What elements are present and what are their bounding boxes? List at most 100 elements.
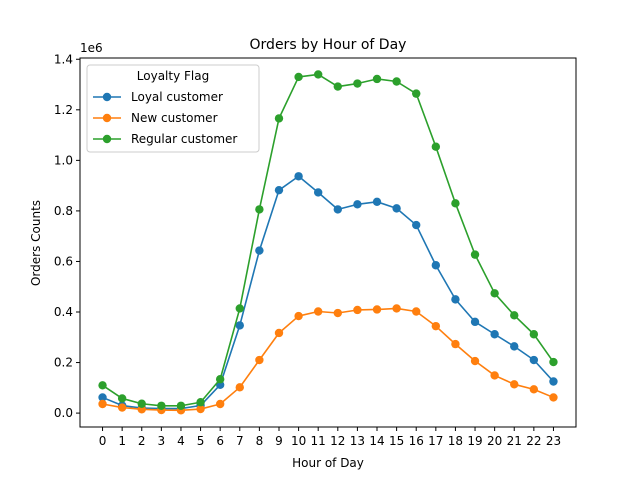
data-point xyxy=(274,114,284,123)
series-layer xyxy=(98,70,558,415)
series-line xyxy=(102,175,555,410)
data-point xyxy=(510,311,519,320)
data-point xyxy=(176,401,186,410)
data-point xyxy=(490,371,499,380)
data-point xyxy=(451,295,460,304)
y-tick-label: 1.0 xyxy=(54,153,73,167)
legend-marker xyxy=(102,113,112,123)
data-point xyxy=(215,375,225,384)
data-point xyxy=(196,404,205,414)
data-point xyxy=(549,393,558,402)
data-point xyxy=(412,89,421,98)
data-point xyxy=(372,197,382,207)
y-axis-label: Orders Counts xyxy=(29,200,43,286)
data-point xyxy=(137,399,146,408)
data-point xyxy=(235,321,244,330)
data-point xyxy=(196,398,205,407)
data-point xyxy=(235,383,244,392)
data-point xyxy=(470,317,480,327)
series-line xyxy=(102,307,554,412)
data-point xyxy=(353,79,362,88)
data-point xyxy=(255,205,264,214)
data-point xyxy=(470,250,480,259)
x-tick-label: 0 xyxy=(99,434,107,448)
plot-area-frame xyxy=(79,57,577,428)
x-tick-label: 3 xyxy=(158,434,166,448)
legend-entry: Regular customer xyxy=(93,132,237,146)
legend-title: Loyalty Flag xyxy=(137,69,209,83)
x-tick-label: 10 xyxy=(291,434,306,448)
data-point xyxy=(98,381,107,390)
x-tick-label: 21 xyxy=(507,434,522,448)
data-point xyxy=(431,142,441,151)
y-tick-label: 0.2 xyxy=(54,356,73,370)
y-tick-label: 0.8 xyxy=(54,204,73,218)
chart-title: Orders by Hour of Day xyxy=(250,37,407,53)
legend: Loyalty Flag Loyal customer New customer R… xyxy=(86,64,260,153)
data-point xyxy=(274,185,284,195)
x-tick-label: 4 xyxy=(177,434,185,448)
legend-label: New customer xyxy=(131,111,218,125)
x-tick-label: 17 xyxy=(428,434,443,448)
x-tick-label: 6 xyxy=(216,434,224,448)
data-point xyxy=(274,328,284,338)
data-point xyxy=(529,330,539,339)
data-point xyxy=(372,74,382,84)
x-tick-label: 20 xyxy=(487,434,502,448)
data-point xyxy=(431,321,441,331)
data-point xyxy=(157,401,166,410)
legend-marker xyxy=(102,134,112,144)
x-tick-label: 11 xyxy=(311,434,326,448)
y-axis-multiplier: 1e6 xyxy=(80,41,103,55)
data-point xyxy=(294,72,303,82)
data-point xyxy=(117,394,127,403)
data-point xyxy=(510,380,519,389)
legend-entries: Loyal customer New customer Regular custom… xyxy=(93,90,237,146)
y-axis-ticks: 0.0 0.2 0.4 0.6 0.8 1.0 1.2 1.4 xyxy=(54,52,80,420)
data-point xyxy=(117,403,127,412)
x-tick-label: 16 xyxy=(409,434,424,448)
x-tick-label: 13 xyxy=(350,434,365,448)
x-tick-label: 19 xyxy=(467,434,482,448)
data-point xyxy=(431,261,441,270)
y-tick-label: 1.4 xyxy=(54,52,73,66)
data-point xyxy=(392,77,401,86)
y-tick-label: 0.0 xyxy=(54,406,73,420)
y-tick-label: 0.4 xyxy=(54,305,73,319)
data-point xyxy=(412,220,421,230)
data-point xyxy=(451,199,460,208)
data-point xyxy=(392,204,401,213)
x-tick-label: 23 xyxy=(546,434,561,448)
x-axis-label: Hour of Day xyxy=(292,456,364,470)
data-point xyxy=(313,307,323,316)
data-point xyxy=(333,82,343,91)
data-point xyxy=(333,308,343,318)
data-point xyxy=(294,311,303,321)
data-point xyxy=(470,356,480,366)
series-1 xyxy=(98,304,558,415)
series-0 xyxy=(98,172,558,413)
data-point xyxy=(451,339,460,349)
data-point xyxy=(333,205,343,214)
x-tick-label: 2 xyxy=(138,434,146,448)
x-axis-ticks: 0 1 2 3 4 5 6 7 8 9 10 11 12 13 14 15 16 17 18 19 20 21 22 23 xyxy=(99,427,561,448)
data-point xyxy=(313,70,323,79)
data-point xyxy=(215,399,225,409)
legend-label: Regular customer xyxy=(131,132,237,146)
legend-box xyxy=(86,64,260,153)
data-point xyxy=(510,342,519,351)
x-tick-label: 14 xyxy=(369,434,384,448)
x-tick-label: 1 xyxy=(118,434,126,448)
legend-label: Loyal customer xyxy=(131,90,223,104)
data-point xyxy=(235,304,244,313)
x-tick-label: 5 xyxy=(197,434,205,448)
data-point xyxy=(255,355,264,365)
data-point xyxy=(353,200,362,209)
data-point xyxy=(529,385,539,394)
data-point xyxy=(372,305,382,314)
legend-marker xyxy=(102,92,112,102)
data-point xyxy=(353,305,362,315)
data-point xyxy=(412,307,421,316)
data-point xyxy=(490,289,499,298)
